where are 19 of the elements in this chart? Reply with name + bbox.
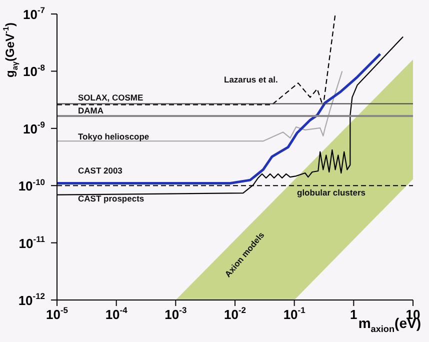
y-tick-label: 10$^{-12}$ bbox=[18, 291, 46, 308]
y-tick-label: 10$^{-7}$ bbox=[23, 5, 46, 22]
annotation: DAMA bbox=[78, 105, 104, 116]
annotation: SOLAX, COSME bbox=[78, 92, 144, 102]
x-tick-label: 10$^{-3}$ bbox=[164, 305, 187, 322]
annotation: CAST 2003 bbox=[78, 165, 123, 176]
x-tick-label: 10$^{-2}$ bbox=[224, 305, 246, 322]
x-tick-label: 10$^{-5}$ bbox=[46, 305, 68, 322]
x-tick-label: 1 bbox=[350, 307, 358, 322]
annotation: Tokyo helioscope bbox=[78, 131, 150, 142]
annotation: globular clusters bbox=[297, 187, 366, 198]
annotation: Lazarus et al. bbox=[224, 74, 278, 84]
x-tick-label: 10$^{-1}$ bbox=[283, 305, 306, 322]
annotation: CAST prospects bbox=[78, 193, 144, 204]
x-tick-label: 10$^{-4}$ bbox=[105, 305, 128, 322]
y-tick-label: 10$^{-9}$ bbox=[23, 120, 46, 136]
y-tick-label: 10$^{-11}$ bbox=[18, 234, 46, 251]
y-tick-label: 10$^{-10}$ bbox=[18, 176, 46, 194]
y-tick-label: 10$^{-8}$ bbox=[23, 62, 46, 80]
